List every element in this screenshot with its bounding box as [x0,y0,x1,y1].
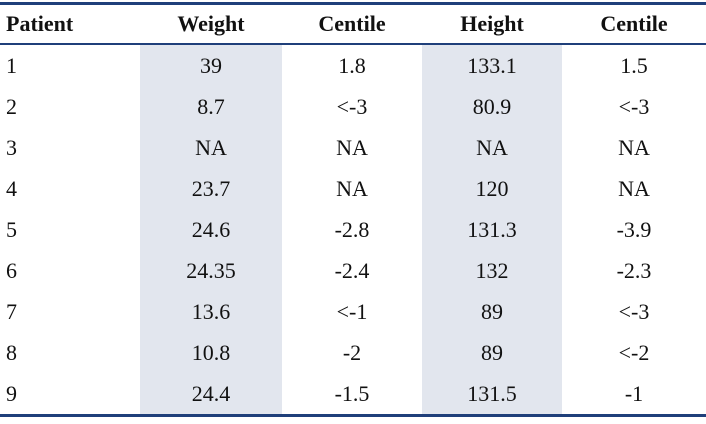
table-row: 2 8.7 <-3 80.9 <-3 [0,86,706,127]
table-row: 8 10.8 -2 89 <-2 [0,332,706,373]
table-cell: 120 [422,168,562,209]
table-cell: 4 [6,175,17,201]
table-cell: 89 [422,332,562,373]
table-cell: <-3 [618,298,650,324]
table-cell: -3.9 [616,216,652,242]
table-cell: <-3 [336,93,368,119]
table-cell: -1.5 [334,380,370,406]
table-cell: 2 [6,93,17,119]
table-cell: 24.6 [140,209,282,250]
table-cell: 8 [6,339,17,365]
table-cell: -2.3 [616,257,652,283]
table-cell: 7 [6,298,17,324]
table-body: 1 39 1.8 133.1 1.5 2 8.7 <-3 80.9 <-3 3 NA NA NA NA 4 23… [0,44,706,416]
header-cell: Weight [140,3,282,45]
table-cell: 24.35 [140,250,282,291]
table-row: 7 13.6 <-1 89 <-3 [0,291,706,332]
table-cell: 3 [6,134,17,160]
table-row: 9 24.4 -1.5 131.5 -1 [0,373,706,416]
table-cell: 10.8 [140,332,282,373]
header-cell: Centile [282,3,422,45]
table-header: Patient Weight Centile Height Centile [0,3,706,45]
table-cell: 131.3 [422,209,562,250]
table-cell: -2.4 [334,257,370,283]
table-row: 1 39 1.8 133.1 1.5 [0,44,706,86]
table-cell: 132 [422,250,562,291]
table-cell: <-1 [336,298,368,324]
table-cell: -1 [624,380,644,406]
table-cell: 8.7 [140,86,282,127]
table-cell: 80.9 [422,86,562,127]
table-cell: NA [336,175,368,201]
table-cell: <-2 [618,339,650,365]
data-table: Patient Weight Centile Height Centile 1 39 1.8… [0,2,706,417]
table-cell: 6 [6,257,17,283]
table-cell: NA [618,175,650,201]
table-cell: 13.6 [140,291,282,332]
table-cell: 131.5 [422,373,562,416]
table-row: 5 24.6 -2.8 131.3 -3.9 [0,209,706,250]
header-cell: Patient [0,3,140,45]
table-cell: 9 [6,380,17,406]
table-cell: -2.8 [334,216,370,242]
table-cell: 89 [422,291,562,332]
table-cell: NA [336,134,368,160]
table-cell: -2 [342,339,362,365]
table-cell: 5 [6,216,17,242]
header-cell: Centile [562,3,706,45]
table-cell: 23.7 [140,168,282,209]
table-cell: NA [140,127,282,168]
table-cell: NA [422,127,562,168]
table-row: 6 24.35 -2.4 132 -2.3 [0,250,706,291]
table-cell: 1.5 [620,52,648,78]
table-cell: 39 [140,44,282,86]
table-cell: 24.4 [140,373,282,416]
table-row: 3 NA NA NA NA [0,127,706,168]
table-cell: 133.1 [422,44,562,86]
table-cell: NA [618,134,650,160]
table-cell: 1.8 [338,52,366,78]
header-cell: Height [422,3,562,45]
table-row: 4 23.7 NA 120 NA [0,168,706,209]
table-cell: <-3 [618,93,650,119]
header-row: Patient Weight Centile Height Centile [0,3,706,45]
table-cell: 1 [6,52,17,78]
